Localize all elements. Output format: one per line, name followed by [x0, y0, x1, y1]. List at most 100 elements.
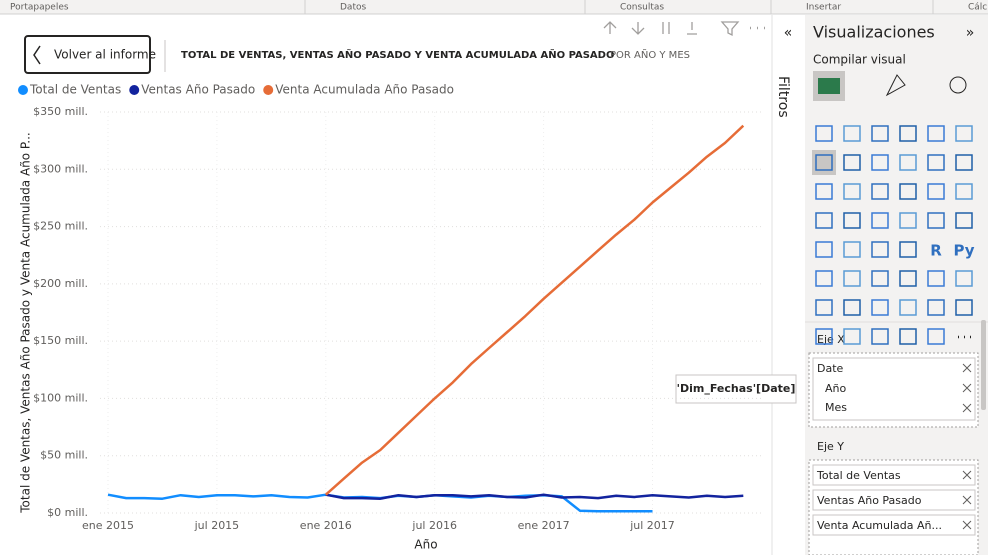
viz-icon[interactable]	[815, 125, 833, 142]
viz-icon[interactable]	[899, 154, 917, 171]
ribbon-group: Insertar	[806, 3, 841, 13]
y-field-name[interactable]: Venta Acumulada Añ...	[817, 519, 942, 532]
x-well-title: Eje X	[817, 333, 845, 346]
build-icon	[818, 78, 840, 94]
back-button-label[interactable]: Volver al informe	[54, 48, 156, 62]
viz-icon[interactable]	[843, 154, 861, 171]
viz-icon[interactable]	[899, 212, 917, 229]
filters-strip	[772, 15, 805, 555]
y-tick-label: $300 mill.	[33, 162, 88, 175]
drill-up[interactable]	[603, 21, 617, 34]
viz-icon[interactable]	[955, 154, 973, 171]
filter-icon[interactable]	[720, 21, 740, 37]
back-icon	[33, 45, 41, 65]
viz-icon-text[interactable]: Py	[953, 242, 974, 260]
viz-icon[interactable]	[815, 212, 833, 229]
viz-icon[interactable]	[871, 212, 889, 229]
viz-icon[interactable]	[927, 328, 945, 345]
x-tick-label: jul 2017	[629, 519, 675, 532]
viz-icon[interactable]	[955, 270, 973, 287]
format-tab[interactable]	[885, 74, 906, 97]
viz-icon-text[interactable]: R	[930, 242, 942, 260]
viz-icon[interactable]	[871, 328, 889, 345]
expand-hierarchy[interactable]	[687, 22, 697, 35]
remove-field[interactable]	[962, 363, 972, 373]
visual-header-icons	[603, 21, 765, 37]
viz-icon[interactable]	[843, 125, 861, 142]
viz-icon[interactable]	[899, 270, 917, 287]
viz-icon[interactable]	[871, 125, 889, 142]
viz-icon[interactable]	[927, 299, 945, 316]
ribbon-group: Cálcu	[968, 3, 988, 13]
viz-icon[interactable]	[815, 270, 833, 287]
viz-icon[interactable]	[815, 154, 833, 171]
visual-title: TOTAL DE VENTAS, VENTAS AÑO PASADO Y VEN…	[181, 48, 614, 61]
viz-icon[interactable]	[955, 212, 973, 229]
x-field-name[interactable]: Date	[817, 362, 844, 375]
remove-field[interactable]	[962, 470, 972, 480]
viz-icon[interactable]	[871, 241, 889, 258]
viz-icon[interactable]	[927, 270, 945, 287]
viz-icon[interactable]	[955, 299, 973, 316]
scrollbar[interactable]	[981, 320, 986, 410]
y-field[interactable]	[812, 514, 976, 536]
viz-icon[interactable]	[871, 270, 889, 287]
y-field-name[interactable]: Total de Ventas	[816, 469, 901, 482]
viz-icon[interactable]	[843, 183, 861, 200]
collapse-filters[interactable]: «	[784, 25, 793, 41]
viz-icon[interactable]	[927, 125, 945, 142]
drill-down[interactable]	[631, 22, 645, 35]
x-level[interactable]: Año	[825, 382, 846, 395]
viz-icon[interactable]	[815, 241, 833, 258]
viz-icon[interactable]	[927, 183, 945, 200]
ribbon-group: Datos	[340, 3, 366, 13]
analytics-tab[interactable]	[949, 76, 967, 94]
ribbon-group: Portapapeles	[10, 3, 69, 13]
viz-icon[interactable]	[843, 328, 861, 345]
back-button[interactable]	[24, 35, 151, 74]
viz-icon[interactable]	[899, 183, 917, 200]
viz-icon[interactable]	[899, 241, 917, 258]
viz-icon[interactable]	[899, 125, 917, 142]
viz-icon[interactable]	[815, 299, 833, 316]
remove-field[interactable]	[962, 495, 972, 505]
y-field[interactable]	[812, 464, 976, 486]
x-level[interactable]: Mes	[825, 401, 847, 414]
collapse-viz[interactable]: »	[966, 25, 975, 41]
y-field-name[interactable]: Ventas Año Pasado	[817, 494, 922, 507]
legend-label: Total de Ventas	[29, 83, 121, 97]
y-field[interactable]	[812, 489, 976, 511]
viz-icon[interactable]	[843, 270, 861, 287]
viz-icon[interactable]	[843, 241, 861, 258]
viz-icon[interactable]	[899, 328, 917, 345]
visual-subtitle: POR AÑO Y MES	[610, 48, 690, 61]
x-field[interactable]	[812, 357, 976, 421]
viz-icon[interactable]	[899, 299, 917, 316]
expand[interactable]	[662, 22, 670, 34]
viz-icon[interactable]	[815, 328, 833, 345]
remove-field[interactable]	[962, 520, 972, 530]
remove-field[interactable]	[962, 403, 972, 413]
viz-icon[interactable]	[871, 299, 889, 316]
x-tick-label: jul 2015	[194, 519, 240, 532]
y-tick-label: $50 mill.	[40, 449, 88, 462]
y-well-title: Eje Y	[817, 440, 844, 453]
filters-title[interactable]: Filtros	[775, 76, 791, 118]
y-tick-label: $100 mill.	[33, 391, 88, 404]
viz-icon[interactable]	[927, 212, 945, 229]
series-line	[324, 124, 745, 496]
viz-icon[interactable]	[955, 183, 973, 200]
viz-icon[interactable]	[955, 125, 973, 142]
series-line	[325, 493, 744, 500]
viz-icon[interactable]	[843, 299, 861, 316]
viz-tab[interactable]: Compilar visual	[813, 53, 906, 67]
viz-icon[interactable]	[871, 154, 889, 171]
viz-icon[interactable]	[843, 212, 861, 229]
x-tick-label: ene 2015	[82, 519, 134, 532]
viz-icon[interactable]	[927, 154, 945, 171]
viz-icon[interactable]	[871, 183, 889, 200]
viz-icon[interactable]	[815, 183, 833, 200]
remove-field[interactable]	[962, 383, 972, 393]
